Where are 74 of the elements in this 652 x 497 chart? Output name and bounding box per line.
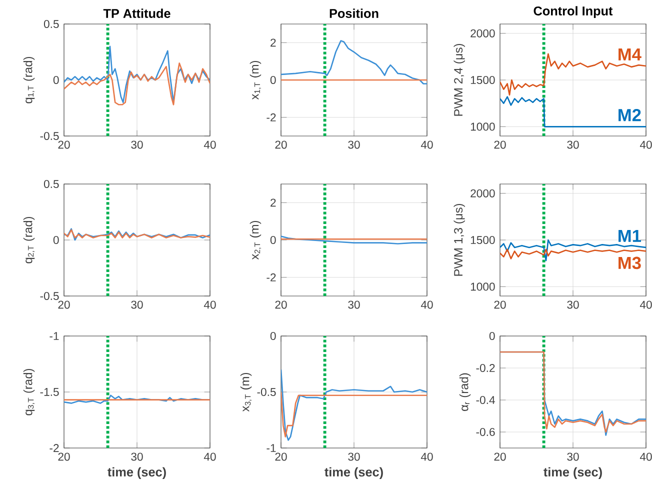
x-tick-label: 40	[204, 140, 216, 149]
series-label: M4	[618, 48, 642, 60]
y-tick-label: 2	[270, 38, 276, 47]
y-tick-label: 0	[270, 76, 276, 84]
y-tick-label: -0.2	[476, 364, 495, 372]
y-axis-title: q$_{3,T}$ (rad)	[23, 368, 35, 416]
y-axis-title: x$_{2,T}$ (m)	[250, 220, 262, 260]
x-tick-label: 20	[275, 452, 287, 461]
chart-title: Control Input	[534, 6, 613, 18]
y-tick-label: 1000	[470, 282, 495, 291]
y-tick-label: -0.5	[40, 292, 59, 300]
y-tick-label: 0	[53, 76, 59, 84]
y-tick-label: -2	[50, 444, 59, 452]
y-axis-title: PWM 2,4 (μs)	[454, 44, 465, 116]
x-tick-label: 20	[494, 140, 506, 149]
x-tick-label: 30	[131, 300, 143, 309]
y-tick-label: -0.4	[476, 396, 495, 404]
x-tick-label: 30	[131, 452, 143, 461]
y-tick-label: 2000	[470, 29, 495, 38]
x-tick-label: 30	[567, 140, 579, 149]
x-tick-label: 30	[567, 452, 579, 461]
y-tick-label: -1.5	[40, 388, 59, 396]
x-tick-label: 30	[348, 300, 360, 309]
x-tick-label: 20	[58, 300, 70, 309]
y-tick-label: -1	[266, 444, 276, 452]
y-axis-title: x$_{1,T}$ (m)	[250, 60, 262, 100]
x-tick-label: 20	[275, 300, 287, 309]
y-tick-label: -0.5	[40, 132, 59, 140]
y-tick-label: -0.5	[257, 388, 276, 396]
y-axis-title: PWM 1,3 (μs)	[454, 204, 465, 276]
y-tick-label: 1500	[470, 236, 495, 244]
x-tick-label: 40	[420, 300, 433, 309]
y-axis-title: x$_{3,T}$ (m)	[240, 372, 252, 412]
y-tick-label: 0	[270, 332, 276, 340]
y-tick-label: 2000	[470, 189, 495, 198]
chart-title: Position	[330, 8, 378, 18]
y-tick-label: -2	[266, 273, 276, 282]
y-tick-label: -2	[266, 113, 276, 122]
x-tick-label: 20	[58, 140, 70, 149]
x-tick-label: 20	[275, 140, 287, 149]
chart-title: TP Attitude	[103, 8, 170, 18]
y-tick-label: 0	[270, 236, 276, 244]
x-tick-label: 20	[494, 452, 506, 461]
y-tick-label: 0	[53, 236, 59, 244]
y-tick-label: 0.5	[44, 180, 59, 188]
y-tick-label: 0	[489, 332, 495, 340]
y-tick-label: 1500	[470, 76, 495, 84]
x-tick-label: 40	[420, 140, 433, 149]
x-tick-label: 40	[204, 300, 216, 309]
series-label: M3	[618, 256, 641, 270]
x-tick-label: 40	[640, 140, 652, 149]
x-tick-label: 30	[348, 452, 360, 461]
x-tick-label: 40	[420, 452, 433, 461]
y-axis-title: α$_{r}$ (rad)	[459, 373, 471, 411]
y-axis-title: q$_{1,T}$ (rad)	[23, 56, 35, 104]
y-tick-label: -0.6	[476, 428, 495, 436]
x-tick-label: 20	[494, 300, 506, 309]
x-tick-label: 20	[58, 452, 70, 461]
x-tick-label: 40	[640, 300, 652, 309]
x-axis-title: time (sec)	[544, 467, 602, 480]
x-axis-title: time (sec)	[324, 467, 383, 480]
x-tick-label: 30	[348, 140, 360, 149]
x-tick-label: 40	[640, 452, 652, 461]
y-tick-label: 0.5	[44, 20, 59, 28]
y-axis-title: q$_{2,T}$ (rad)	[23, 216, 35, 264]
series-label: M1	[618, 230, 642, 242]
x-tick-label: 40	[204, 452, 216, 461]
x-axis-title: time (sec)	[108, 467, 166, 480]
x-tick-label: 30	[131, 140, 143, 149]
y-tick-label: 1000	[470, 122, 495, 131]
y-tick-label: 2	[270, 198, 276, 207]
x-tick-label: 30	[567, 300, 579, 309]
series-label: M2	[618, 108, 641, 122]
y-tick-label: -1	[50, 332, 59, 340]
